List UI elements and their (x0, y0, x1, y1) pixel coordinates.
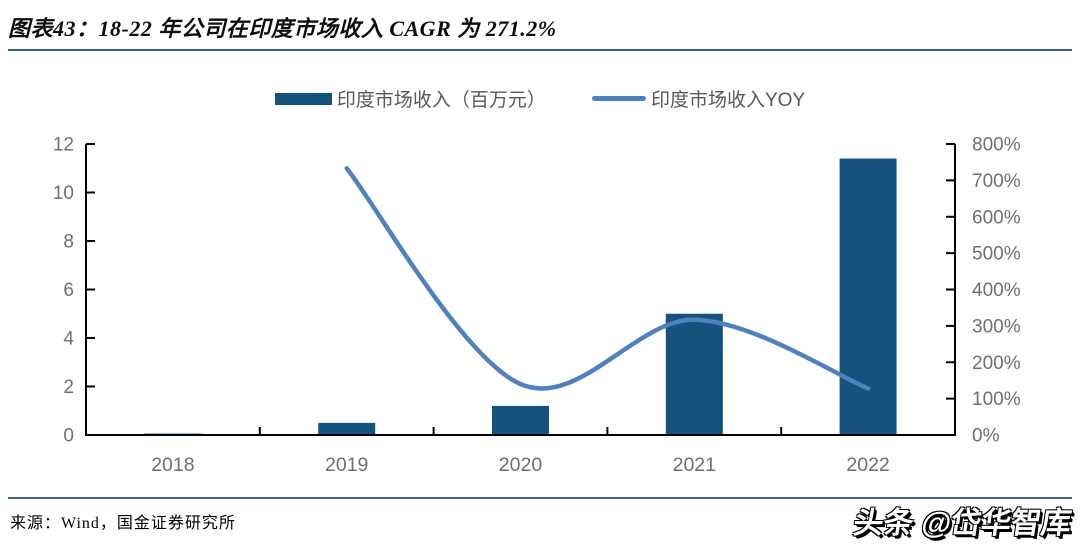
left-axis-label-4: 4 (63, 329, 74, 350)
watermark: 头条 @岱华智库 (851, 507, 1074, 540)
legend-item-yoy: 印度市场收入YOY (591, 85, 806, 112)
right-axis-label-700%: 700% (972, 171, 1021, 192)
title-divider (8, 49, 1072, 51)
chart-legend: 印度市场收入（百万元） 印度市场收入YOY (0, 85, 1080, 112)
right-axis-label-200%: 200% (972, 353, 1021, 374)
x-axis-label-2019: 2019 (325, 454, 368, 476)
left-axis-label-10: 10 (53, 183, 74, 204)
bottom-divider (8, 497, 1072, 499)
x-axis-label-2020: 2020 (499, 454, 543, 476)
right-axis-label-500%: 500% (972, 244, 1021, 265)
left-axis-label-2: 2 (63, 377, 74, 398)
legend-item-revenue: 印度市场收入（百万元） (274, 85, 546, 112)
legend-bar-label: 印度市场收入（百万元） (336, 90, 546, 111)
left-axis-label-8: 8 (63, 232, 74, 253)
right-axis-label-300%: 300% (972, 316, 1021, 337)
line-swatch-icon (591, 96, 646, 101)
x-axis-label-2021: 2021 (673, 454, 716, 476)
bar-swatch-icon (274, 92, 332, 105)
source-note: 来源：Wind，国金证券研究所 (10, 515, 236, 532)
bar-2022 (839, 158, 897, 436)
right-axis-label-800%: 800% (972, 135, 1021, 156)
yoy-line (344, 166, 871, 391)
figure-title: 图表43：18-22 年公司在印度市场收入 CAGR 为 271.2% (8, 16, 557, 41)
x-axis-label-2018: 2018 (151, 454, 194, 476)
bar-2020 (492, 405, 549, 435)
right-axis-label-600%: 600% (972, 207, 1021, 228)
right-axis-label-0%: 0% (972, 426, 1000, 447)
right-axis-label-400%: 400% (972, 280, 1021, 301)
bar-2019 (318, 422, 376, 435)
left-axis-label-6: 6 (63, 280, 74, 301)
x-axis-label-2022: 2022 (846, 454, 889, 476)
left-axis-label-12: 12 (53, 135, 74, 156)
right-axis-label-100%: 100% (972, 389, 1021, 410)
bar-2021 (665, 313, 723, 435)
legend-yoy-label: 印度市场收入YOY (650, 90, 806, 111)
left-axis-label-0: 0 (63, 426, 74, 447)
